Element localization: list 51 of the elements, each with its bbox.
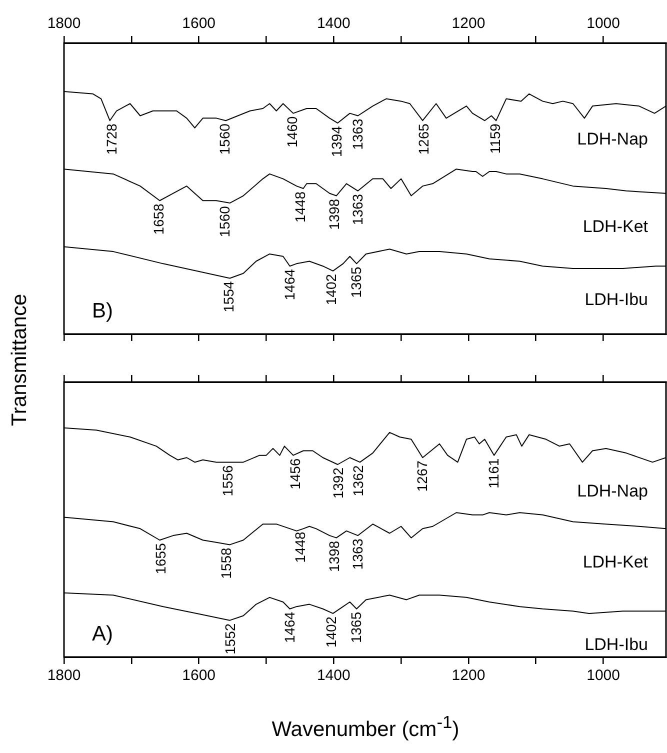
annotation: 1456 — [286, 458, 303, 490]
annotation: 1448 — [292, 191, 308, 223]
annotation: 1363 — [349, 118, 366, 150]
series-label: LDH-Nap — [577, 481, 648, 500]
annotation: 1365 — [348, 612, 364, 644]
x-tick-label: 1000 — [586, 667, 620, 684]
annotation: 1658 — [150, 203, 167, 235]
series-label: LDH-Nap — [577, 130, 648, 149]
annotation: 1558 — [218, 548, 234, 579]
x-tick-label: 1600 — [182, 667, 216, 684]
series-label: LDH-Ket — [582, 552, 648, 572]
x-axis-title: Wavenumber (cm$^{-1}$) — [270, 712, 460, 742]
x2-tick-label: 1800 — [47, 15, 81, 32]
annotation: 1448 — [292, 531, 308, 563]
annotation: 1398 — [326, 540, 342, 572]
annotation: 1655 — [152, 542, 169, 574]
x-tick-label: 1400 — [316, 667, 350, 684]
series-label: LDH-Ibu — [584, 634, 648, 654]
annotation: 1265 — [416, 123, 432, 155]
x2-tick-label: 1600 — [182, 15, 216, 32]
annotation: 1460 — [284, 116, 300, 148]
annotation: 1556 — [219, 465, 236, 496]
annotation: 1161 — [486, 458, 502, 488]
annotation: 1554 — [220, 281, 237, 312]
y-axis-title: Transmittance — [8, 294, 32, 426]
annotation: 1363 — [349, 538, 366, 570]
annotation: 1560 — [216, 123, 233, 155]
annotation: 1362 — [350, 465, 366, 496]
text: A) — [92, 622, 113, 646]
x2-tick-label: 1000 — [586, 15, 620, 32]
series-label: LDH-Ibu — [584, 290, 648, 309]
annotation: 1464 — [281, 612, 298, 644]
annotation: 1464 — [281, 268, 298, 300]
series-label: LDH-Ket — [582, 217, 648, 236]
x-tick-label: 1800 — [47, 667, 81, 684]
annotation: 1728 — [103, 123, 120, 155]
annotation: 1392 — [330, 467, 346, 499]
annotation: 1398 — [326, 198, 342, 230]
annotation: 1267 — [414, 460, 430, 492]
annotation: 1552 — [222, 623, 238, 654]
annotation: 1402 — [323, 616, 340, 648]
x2-tick-label: 1400 — [316, 15, 350, 32]
annotation: 1560 — [216, 206, 233, 238]
text: B) — [92, 299, 113, 322]
annotation: 1394 — [328, 126, 345, 158]
x2-tick-label: 1200 — [452, 15, 486, 32]
annotation: 1402 — [323, 274, 340, 306]
annotation: 1363 — [349, 194, 366, 226]
annotation: 1159 — [486, 123, 503, 154]
annotation: 1365 — [348, 266, 364, 298]
x-tick-label: 1200 — [452, 667, 486, 684]
